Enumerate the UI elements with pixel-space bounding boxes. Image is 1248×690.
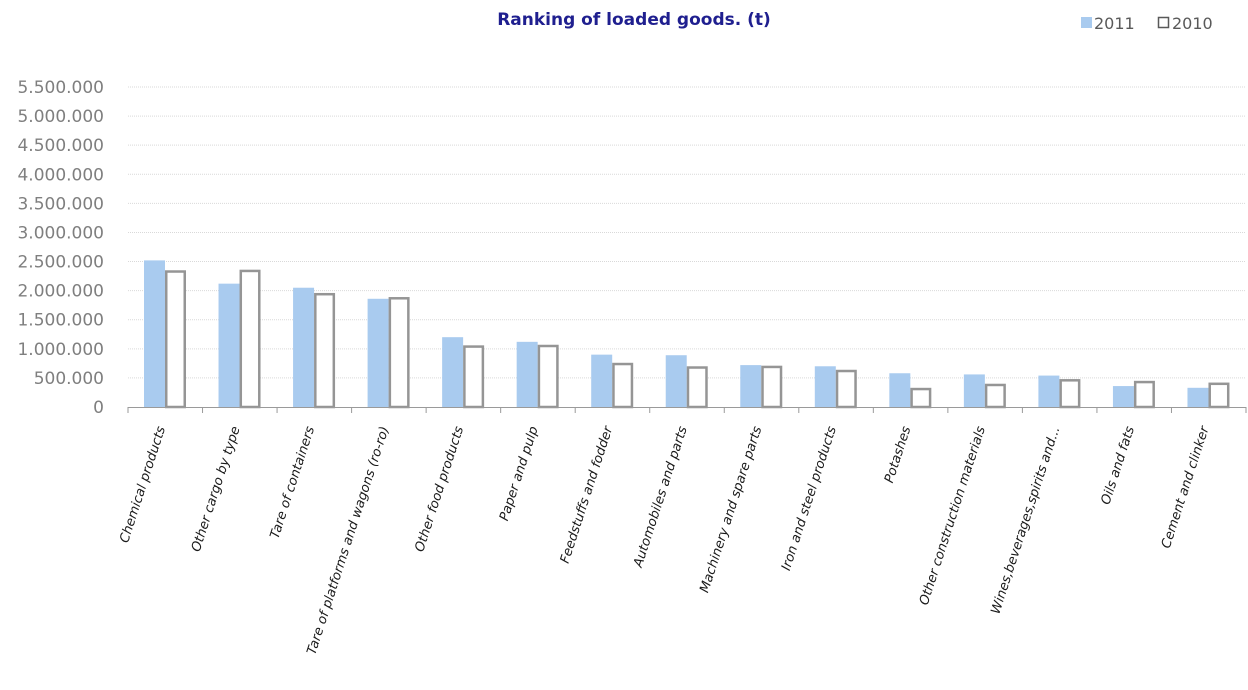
x-tick-label: Cement and clinker xyxy=(1159,423,1213,550)
bar-2010 xyxy=(910,387,932,409)
bar-2010 xyxy=(761,365,783,409)
x-tick-label: Chemical products xyxy=(117,424,169,544)
x-tick-label: Oils and fats xyxy=(1099,424,1138,506)
bar-2011 xyxy=(1038,375,1060,407)
bar-2011 xyxy=(665,355,687,407)
x-axis xyxy=(127,407,1247,413)
x-tick-label: Machinery and spare parts xyxy=(697,424,765,594)
bar-2011 xyxy=(591,354,613,407)
bar-2011 xyxy=(144,260,165,407)
y-tick-label: 4.500.000 xyxy=(17,136,104,156)
bar-2011 xyxy=(740,365,762,407)
bar-2010 xyxy=(1208,382,1230,409)
y-tick-label: 5.500.000 xyxy=(17,78,104,98)
bar-2011 xyxy=(293,287,315,407)
bar-2011 xyxy=(1112,386,1134,407)
x-tick-label: Other cargo by type xyxy=(189,425,244,554)
bar-2010 xyxy=(314,292,336,409)
y-tick-label: 5.000.000 xyxy=(17,107,104,127)
bar-2011 xyxy=(814,366,836,407)
y-tick-label: 3.000.000 xyxy=(17,223,104,243)
x-tick-label: Feedstuffs and fodder xyxy=(558,423,617,565)
legend-label-2011: 2011 xyxy=(1094,14,1135,33)
bars xyxy=(144,260,1230,409)
x-tick-label: Other food products xyxy=(412,424,467,553)
legend-label-2010: 2010 xyxy=(1172,14,1213,33)
y-tick-label: 0 xyxy=(93,398,104,418)
x-axis-labels: Chemical products Other cargo by type Tare… xyxy=(117,423,1213,657)
bar-2010 xyxy=(612,362,634,409)
bar-2010 xyxy=(388,297,410,409)
chart-legend: 2011 2010 xyxy=(1081,14,1213,33)
bar-2010 xyxy=(835,369,857,409)
y-tick-label: 1.500.000 xyxy=(17,311,104,331)
bar-2010 xyxy=(1133,380,1155,409)
x-tick-label: Other construction materials xyxy=(917,424,989,607)
bar-2010 xyxy=(984,383,1006,409)
x-tick-label: Potashes xyxy=(882,424,914,485)
legend-swatch-2010 xyxy=(1157,16,1170,29)
legend-swatch-2011 xyxy=(1081,17,1092,28)
bar-2011 xyxy=(963,374,985,407)
bar-2011 xyxy=(442,337,464,407)
x-tick-label: Wines,beverages,spirits and... xyxy=(988,425,1063,616)
y-axis-ticks: 0 500.000 1.000.000 1.500.000 2.000.000 2.500… xyxy=(17,78,104,418)
y-tick-label: 500.000 xyxy=(34,369,104,389)
chart-title: Ranking of loaded goods. (t) xyxy=(497,10,771,30)
x-tick-label: Automobiles and parts xyxy=(631,424,691,570)
bar-2011 xyxy=(367,298,389,407)
bar-2010 xyxy=(1059,379,1081,409)
bar-2011 xyxy=(1187,387,1209,407)
x-tick-label: Iron and steel products xyxy=(779,424,840,572)
y-tick-label: 2.500.000 xyxy=(17,253,104,273)
y-tick-label: 1.000.000 xyxy=(17,340,104,360)
x-tick-label: Tare of platforms and wagons (ro-ro) xyxy=(305,425,393,657)
bar-2011 xyxy=(516,341,538,407)
bar-2011 xyxy=(889,373,911,407)
bar-2010 xyxy=(686,366,708,409)
bar-2010 xyxy=(463,345,485,409)
bar-2010 xyxy=(239,269,261,409)
bar-2010 xyxy=(165,270,186,409)
x-tick-label: Paper and pulp xyxy=(497,425,542,523)
gridlines xyxy=(128,86,1246,379)
y-tick-label: 2.000.000 xyxy=(17,282,104,302)
y-tick-label: 3.500.000 xyxy=(17,194,104,214)
bar-2011 xyxy=(218,283,240,407)
x-tick-label: Tare of containers xyxy=(268,424,319,540)
bar-2010 xyxy=(537,344,559,409)
y-tick-label: 4.000.000 xyxy=(17,165,104,185)
